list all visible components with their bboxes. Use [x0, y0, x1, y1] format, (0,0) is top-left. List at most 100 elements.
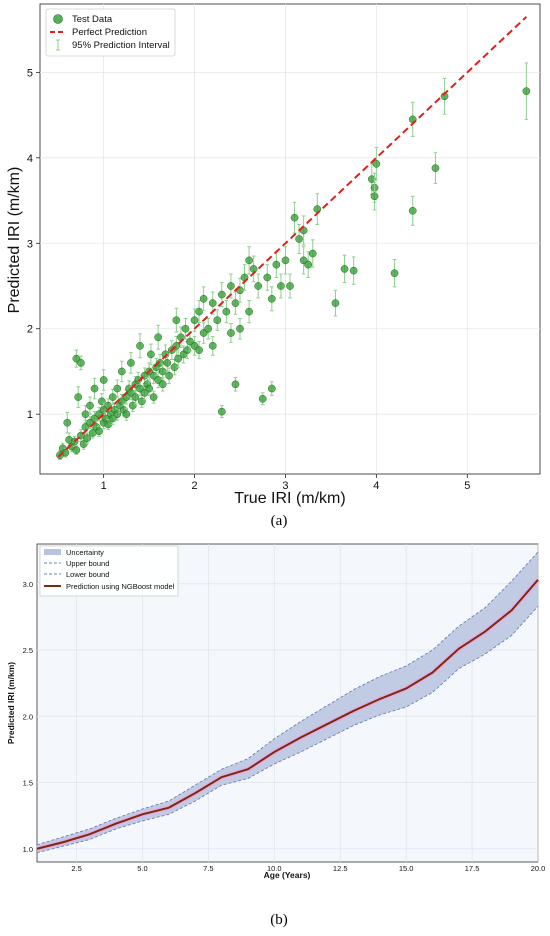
x-tick-label: 12.5	[333, 864, 348, 873]
data-point	[340, 254, 349, 284]
point-marker	[195, 346, 203, 354]
point-marker	[127, 359, 135, 367]
caption-a: (a)	[270, 513, 288, 529]
y-axis-label-a: Predicted IRI (m/km)	[6, 167, 23, 314]
point-marker	[117, 367, 126, 376]
x-tick-label: 7.5	[203, 864, 213, 873]
point-marker	[158, 380, 167, 389]
x-axis-label-a: True IRI (m/km)	[234, 490, 345, 507]
point-marker	[172, 316, 181, 325]
data-point	[231, 376, 240, 392]
point-marker	[249, 265, 258, 273]
point-marker	[349, 266, 358, 275]
data-point	[431, 152, 440, 184]
data-point	[158, 363, 167, 380]
data-point	[74, 386, 83, 408]
data-point	[199, 286, 208, 312]
data-point	[349, 256, 358, 285]
x-tick-label: 20.0	[531, 864, 546, 873]
y-tick-label: 2.5	[23, 646, 33, 655]
point-marker	[72, 446, 81, 454]
plot-b-background	[36, 543, 539, 863]
chart-a: 1 2 3 4 5 1 2 3 4 5 True IRI (m/km) Predicted IRI…	[6, 3, 541, 507]
point-marker	[81, 410, 90, 419]
data-point	[522, 62, 531, 120]
data-point	[88, 427, 97, 439]
y-tick-label: 1	[27, 409, 33, 421]
data-point	[213, 309, 222, 331]
point-marker	[308, 249, 317, 258]
point-marker	[304, 260, 313, 269]
data-point	[245, 300, 253, 324]
data-point	[149, 390, 158, 404]
point-marker	[77, 359, 85, 367]
legend-interval-marker	[56, 39, 60, 51]
point-marker	[113, 384, 122, 393]
data-point	[245, 246, 253, 275]
point-marker	[522, 87, 531, 96]
data-point	[108, 388, 117, 406]
data-point	[77, 355, 85, 371]
data-point	[204, 317, 213, 340]
point-marker	[290, 213, 299, 222]
y-tick-label: 2.0	[23, 712, 33, 721]
point-marker	[104, 420, 113, 429]
y-tick-label: 2	[27, 324, 33, 336]
point-marker	[174, 354, 183, 363]
ticks-b: 2.5 5.0 7.5 10.0 12.5 15.0 17.5 20.0 1.0 1.5 2.0 2.…	[23, 580, 546, 873]
point-marker	[181, 324, 190, 333]
point-marker	[108, 393, 117, 401]
data-point	[145, 381, 153, 396]
point-marker	[367, 175, 376, 184]
caption-b: (b)	[270, 912, 288, 928]
point-marker	[99, 376, 108, 384]
data-point	[249, 255, 258, 283]
data-point	[122, 407, 131, 421]
data-point	[117, 360, 126, 383]
data-point	[222, 300, 231, 324]
data-point	[331, 289, 340, 317]
point-marker	[217, 290, 226, 299]
data-point	[372, 147, 381, 181]
point-marker	[254, 282, 263, 290]
point-marker	[272, 260, 281, 269]
data-point	[277, 273, 285, 299]
data-point	[286, 273, 294, 299]
point-marker	[231, 380, 240, 389]
point-marker	[227, 329, 235, 337]
point-marker	[204, 324, 213, 333]
point-marker	[163, 359, 172, 367]
x-tick-label: 10.0	[267, 864, 282, 873]
point-marker	[136, 341, 144, 350]
data-point	[183, 341, 192, 360]
data-point	[195, 300, 203, 324]
data-point	[95, 425, 103, 437]
legend-prediction-label: Prediction using NGBoost model	[66, 582, 175, 591]
point-marker	[227, 282, 235, 290]
point-marker	[263, 273, 272, 282]
y-axis-label-b: Predicted IRI (m/km)	[6, 662, 16, 744]
legend-uncertainty-label: Uncertainty	[66, 548, 104, 557]
point-marker	[122, 410, 131, 419]
x-tick-label: 1	[101, 480, 107, 492]
x-axis-label-b: Age (Years)	[264, 870, 311, 880]
point-marker	[190, 316, 199, 325]
data-point	[158, 376, 167, 392]
point-marker	[147, 350, 155, 359]
data-point	[136, 333, 144, 359]
scatter-points	[56, 62, 531, 460]
y-tick-label: 3	[27, 238, 33, 250]
ticks-a: 1 2 3 4 5 1 2 3 4 5	[27, 67, 470, 492]
x-tick-label: 4	[373, 480, 379, 492]
x-tick-label: 5.0	[137, 864, 147, 873]
point-marker	[222, 307, 231, 316]
data-point	[227, 273, 235, 299]
data-point	[163, 353, 172, 372]
data-point	[170, 358, 179, 376]
prediction-line	[36, 579, 539, 850]
point-marker	[267, 384, 276, 393]
data-point	[258, 392, 267, 406]
data-point	[61, 447, 70, 458]
data-point	[308, 239, 317, 268]
point-marker	[236, 324, 244, 333]
